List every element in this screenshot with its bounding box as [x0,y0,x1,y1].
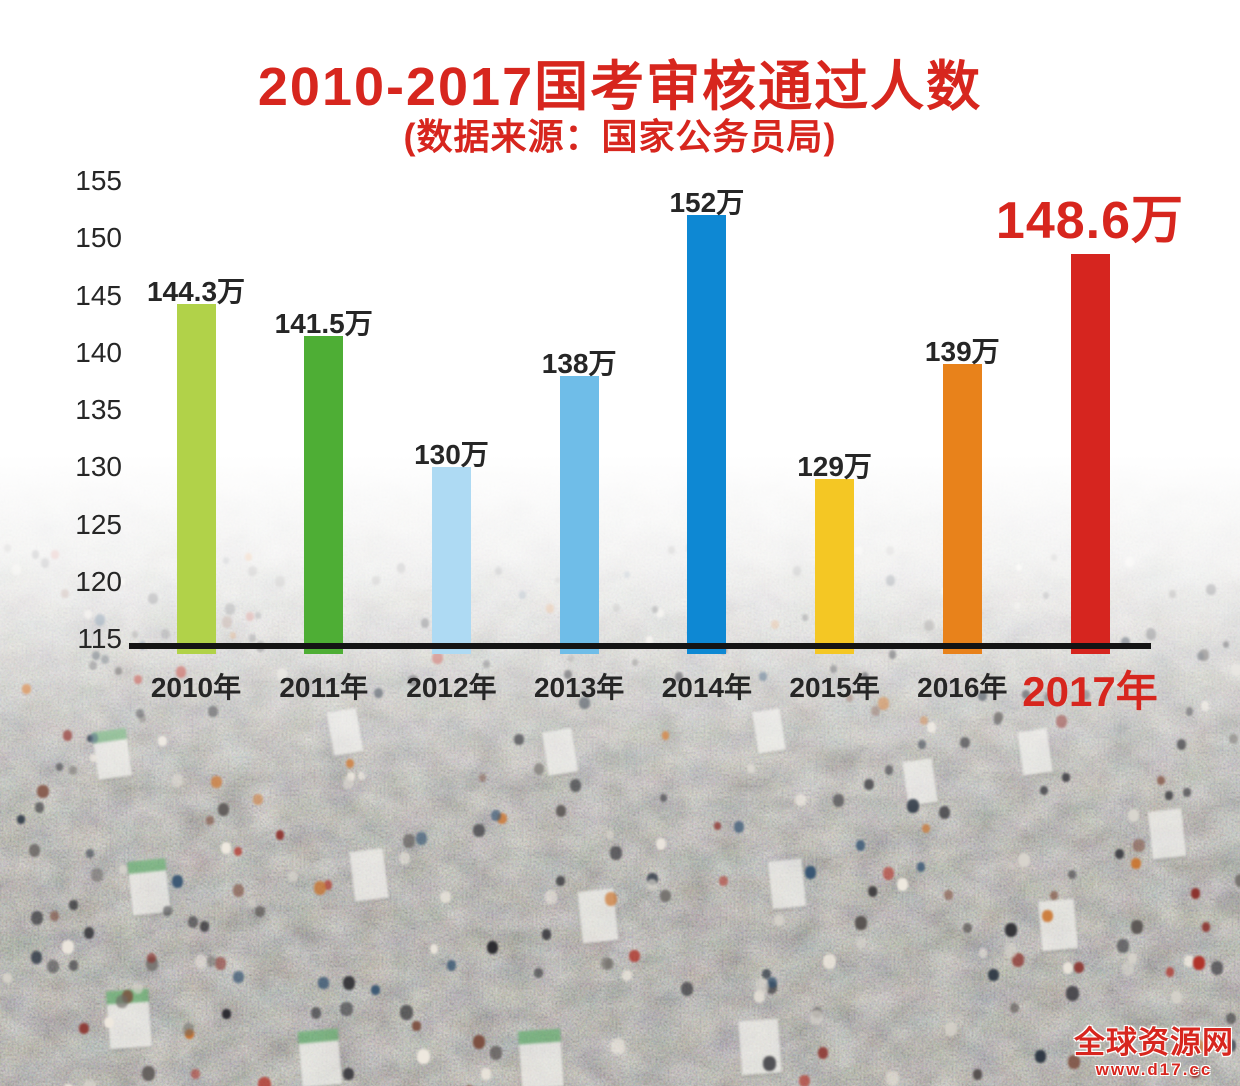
value-label-2013年: 138万 [541,347,617,379]
value-label-2016年: 139万 [924,336,1000,368]
watermark-site-name: 全球资源网 [1074,1025,1234,1060]
y-tick-label-140: 140 [75,336,122,368]
bar-2011年 [304,335,344,654]
y-tick-label-130: 130 [75,451,122,483]
y-tick-label-135: 135 [75,394,122,425]
watermark-site-url: www.d17.cc [1095,1060,1213,1079]
watermark: 全球资源网 www.d17.cc [1074,1017,1234,1080]
bar-2010年 [176,303,216,654]
bar-2014年 [687,215,727,654]
value-label-2014年: 152万 [669,187,745,219]
x-axis-label-2012年: 2012年 [406,672,497,703]
y-tick-label-145: 145 [75,279,122,311]
x-axis-label-2014年: 2014年 [661,672,752,703]
y-tick-label-150: 150 [75,222,122,254]
bar-2017年 [1070,254,1110,654]
x-axis-label-2016年: 2016年 [917,672,1008,703]
bar-2013年 [559,375,599,654]
bar-2015年 [815,478,855,654]
value-label-2010年: 144.3万 [146,275,246,307]
value-label-2012年: 130万 [414,439,489,471]
bar-2012年 [431,467,471,655]
x-axis-label-2011年: 2011年 [279,672,369,703]
chart-title: 2010-2017国考审核通过人数 [257,57,983,117]
chart-subtitle: (数据来源：国家公务员局) [403,116,837,157]
x-axis-line [129,643,1151,649]
y-tick-label-155: 155 [75,165,122,196]
x-axis-label-2017年: 2017年 [1022,668,1158,715]
y-tick-label-120: 120 [75,565,122,597]
bar-2016年 [942,364,982,654]
value-label-2015年: 129万 [797,450,872,482]
y-tick-label-125: 125 [75,508,122,540]
value-label-2011年: 141.5万 [274,307,373,339]
value-label-2017年: 148.6万 [995,192,1185,251]
x-axis-label-2010年: 2010年 [150,672,242,703]
y-tick-label-115: 115 [77,623,122,654]
x-axis-label-2015年: 2015年 [789,672,880,703]
x-axis-label-2013年: 2013年 [533,672,625,703]
